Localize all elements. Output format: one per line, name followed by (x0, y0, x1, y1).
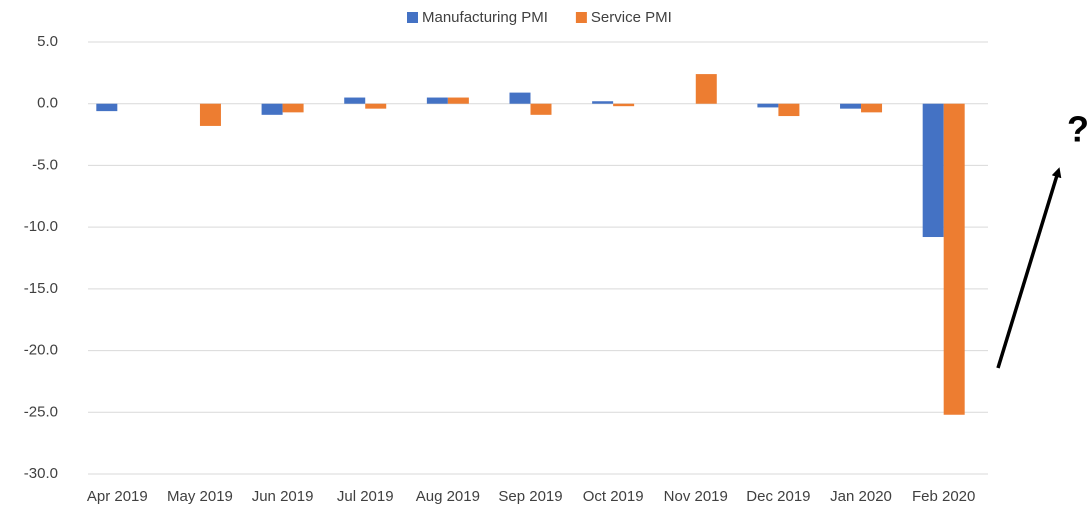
legend-label: Manufacturing PMI (422, 9, 548, 26)
y-tick-label: 5.0 (37, 33, 58, 50)
bar (199, 103, 221, 126)
x-tick-label: Dec 2019 (746, 488, 810, 505)
bar (840, 103, 862, 109)
x-tick-label: May 2019 (167, 488, 233, 505)
y-tick-label: -20.0 (24, 342, 58, 359)
bar (757, 103, 779, 108)
bar (509, 92, 531, 104)
x-tick-label: Oct 2019 (583, 488, 644, 505)
bar (613, 103, 635, 107)
x-tick-label: Nov 2019 (664, 488, 728, 505)
y-tick-label: 0.0 (37, 95, 58, 112)
bar (778, 103, 800, 117)
x-tick-label: Aug 2019 (416, 488, 480, 505)
x-tick-label: Jun 2019 (252, 488, 314, 505)
bar (282, 103, 304, 113)
bar (695, 74, 717, 104)
bar (96, 103, 118, 112)
bar (592, 101, 614, 104)
legend-swatch (407, 12, 418, 23)
legend-swatch (575, 12, 587, 23)
bar (861, 103, 883, 113)
annotation: ? (1067, 109, 1088, 150)
x-tick-label: Sep 2019 (498, 488, 562, 505)
bar (447, 97, 469, 104)
x-tick-label: Jul 2019 (337, 488, 394, 505)
y-tick-label: -25.0 (24, 403, 58, 420)
bar (922, 103, 944, 238)
bar (365, 103, 387, 109)
arrow (996, 167, 1062, 369)
y-tick-label: -10.0 (24, 218, 58, 235)
x-tick-label: Jan 2020 (830, 488, 892, 505)
bar (344, 97, 366, 104)
y-tick-label: -5.0 (32, 156, 58, 173)
legend-label: Service PMI (591, 9, 672, 26)
x-tick-label: Feb 2020 (912, 488, 975, 505)
y-tick-label: -30.0 (24, 465, 58, 482)
bar (530, 103, 552, 115)
bar (261, 103, 283, 115)
y-tick-label: -15.0 (24, 280, 58, 297)
bar (426, 97, 448, 104)
bar (943, 103, 965, 415)
x-tick-label: Apr 2019 (87, 488, 148, 505)
